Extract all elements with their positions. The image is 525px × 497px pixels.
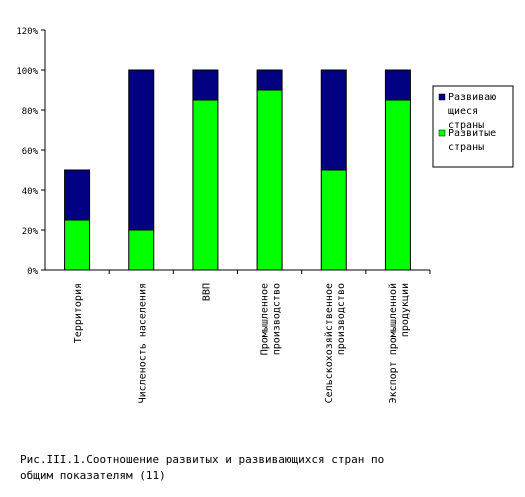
caption-line-1: Рис.III.1.Соотношение развитых и развива… — [20, 453, 385, 466]
figure-caption: Рис.III.1.Соотношение развитых и развива… — [20, 452, 440, 484]
y-tick-label: 60% — [22, 147, 39, 157]
x-tick-label: Сельскохозяйственноепроизводство — [323, 283, 347, 403]
bar-segment-developing — [128, 69, 155, 231]
bar-segment-developed — [384, 99, 411, 271]
legend-swatch — [438, 93, 446, 101]
y-tick-label: 100% — [16, 67, 38, 77]
y-tick-label: 120% — [16, 27, 38, 37]
x-tick-label: Промышленноепроизводство — [260, 283, 283, 355]
caption-line-2: общим показателям (11) — [20, 469, 166, 482]
bar-segment-developed — [64, 219, 91, 271]
bar-segment-developing — [64, 169, 91, 221]
bar-segment-developing — [320, 69, 347, 171]
y-tick-label: 0% — [27, 267, 38, 277]
y-tick-label: 20% — [22, 227, 39, 237]
x-tick-label: Экспорт промышленнойпродукции — [387, 283, 411, 403]
bar-segment-developed — [256, 89, 283, 271]
x-tick-label: ВВП — [201, 283, 212, 301]
x-tick-label: Территория — [73, 283, 84, 343]
legend-box — [432, 85, 514, 168]
legend-label: Развитые страны — [448, 128, 496, 153]
bar-segment-developing — [192, 69, 219, 101]
x-tick-label: Численость населения — [137, 283, 148, 403]
bar-segment-developing — [384, 69, 411, 101]
y-tick-label: 80% — [22, 107, 39, 117]
legend-swatch — [438, 129, 446, 137]
legend-label: Развиваю щиеся страны — [448, 92, 496, 131]
bar-segment-developed — [320, 169, 347, 271]
bar-segment-developed — [192, 99, 219, 271]
y-tick-label: 40% — [22, 187, 39, 197]
bar-segment-developed — [128, 229, 155, 271]
bar-segment-developing — [256, 69, 283, 91]
